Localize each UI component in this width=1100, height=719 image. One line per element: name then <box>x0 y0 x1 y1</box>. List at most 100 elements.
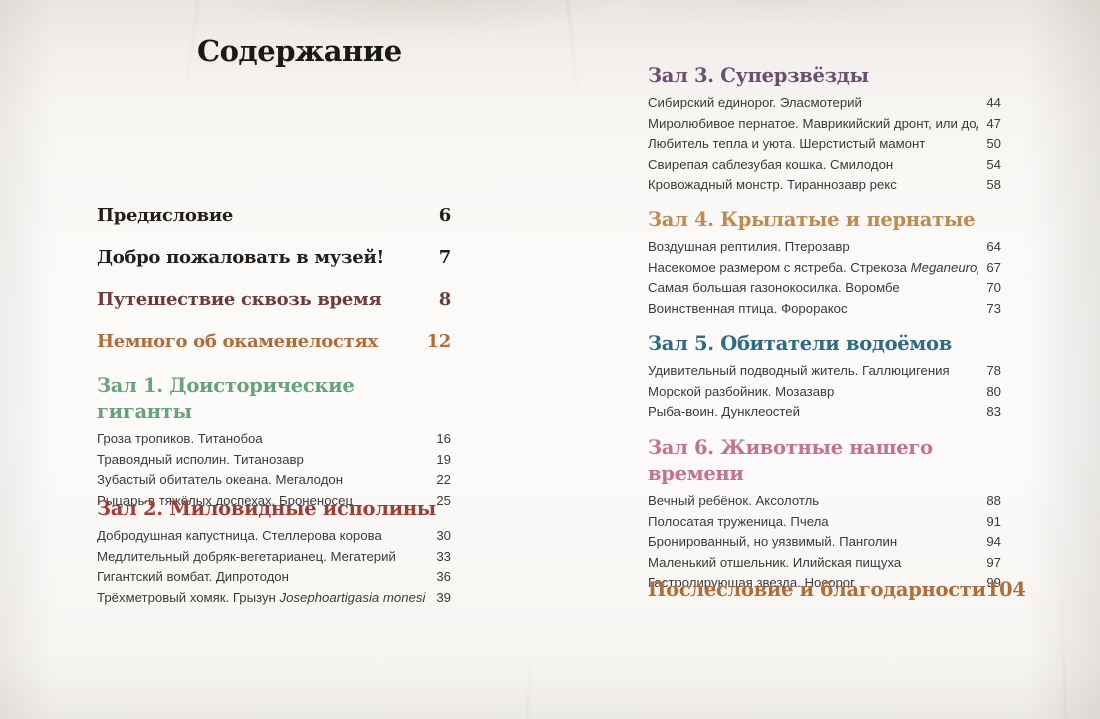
toc-item-page: 30 <box>436 528 451 543</box>
toc-item-page: 25 <box>436 492 451 508</box>
toc-item-page: 94 <box>986 534 1001 550</box>
toc-item-title: Гастролирующая звезда. Носорог <box>648 575 855 591</box>
paper-crease <box>525 634 533 719</box>
toc-item-page: 97 <box>986 554 1001 570</box>
toc-section-hall3: Зал 3. Суперзвёзды Сибирский единорог. Э… <box>648 63 1001 196</box>
toc-item-page: 83 <box>986 404 1001 420</box>
toc-item-page: 88 <box>986 493 1001 508</box>
toc-item-title: Полосатая труженица. Пчела <box>648 513 829 529</box>
toc-item-title: Воинственная птица. Фороракос <box>648 300 848 316</box>
toc-item-page: 78 <box>986 363 1001 378</box>
toc-entry-page: 7 <box>438 247 452 268</box>
toc-item-page: 80 <box>986 383 1001 399</box>
section-heading: Зал 1. Доисторические гиганты <box>97 374 355 423</box>
toc-item-page: 99 <box>986 575 1001 591</box>
toc-item: Бронированный, но уязвимый. Панголин 94 <box>648 532 1001 553</box>
toc-entry-label: Немного об окаменелостях <box>97 331 378 352</box>
toc-entry-page: 6 <box>438 205 452 226</box>
toc-item: Зубастый обитатель океана. Мегалодон 22 <box>97 470 451 491</box>
toc-item: Воздушная рептилия. Птерозавр 64 <box>648 237 1001 258</box>
toc-item-title: Воздушная рептилия. Птерозавр <box>648 239 850 254</box>
toc-item: Гроза тропиков. Титанобоа 16 <box>97 429 451 450</box>
toc-section-hall5: Зал 5. Обитатели водоёмов Удивительный п… <box>648 331 1001 423</box>
toc-item: Полосатая труженица. Пчела 91 <box>648 512 1001 533</box>
toc-item: Гигантский вомбат. Дипротодон 36 <box>97 567 451 588</box>
toc-item-page: 58 <box>986 177 1001 193</box>
toc-item-title: Медлительный добряк-вегетарианец. Мегате… <box>97 548 396 564</box>
toc-entry-label: Добро пожаловать в музей! <box>97 247 385 268</box>
toc-entry-welcome: Добро пожаловать в музей! 7 <box>97 247 451 269</box>
toc-item-title: Гроза тропиков. Титанобоа <box>97 431 263 446</box>
toc-item: Самая большая газонокосилка. Воромбе 70 <box>648 278 1001 299</box>
toc-entry-label: Путешествие сквозь время <box>97 289 382 310</box>
section-items: Гроза тропиков. Титанобоа 16 Травоядный … <box>97 429 451 511</box>
toc-item-page: 64 <box>986 239 1001 254</box>
toc-item-page: 73 <box>986 300 1001 316</box>
latin-species-name: Meganeuropsis <box>910 259 979 275</box>
toc-item-title: Миролюбивое пернатое. Маврикийский дронт… <box>648 115 979 131</box>
toc-item-title: Свирепая саблезубая кошка. Смилодон <box>648 156 894 172</box>
section-heading: Зал 3. Суперзвёзды <box>648 64 869 87</box>
toc-entry-label: Послесловие и благодарности <box>648 578 986 601</box>
toc-entry-label: Предисловие <box>97 205 234 226</box>
toc-item-title: Рыба-воин. Дунклеостей <box>648 404 800 420</box>
toc-item-page: 91 <box>986 513 1001 529</box>
latin-species-name: Josephoartigasia monesi <box>279 589 426 605</box>
toc-item: Любитель тепла и уюта. Шерстистый мамонт… <box>648 134 1001 155</box>
toc-item-page: 22 <box>436 472 451 488</box>
section-items: Вечный ребёнок. Аксолотль 88 Полосатая т… <box>648 491 1001 594</box>
section-heading: Зал 4. Крылатые и пернатые <box>648 208 976 231</box>
toc-item-title: Маленький отшельник. Илийская пищуха <box>648 554 902 570</box>
toc-item-title: Вечный ребёнок. Аксолотль <box>648 493 820 508</box>
toc-item: Кровожадный монстр. Тираннозавр рекс 58 <box>648 175 1001 196</box>
toc-item: Гастролирующая звезда. Носорог 99 <box>648 573 1001 594</box>
section-items: Добродушная капустница. Стеллерова коров… <box>97 526 451 608</box>
toc-item: Добродушная капустница. Стеллерова коров… <box>97 526 451 547</box>
toc-entry-afterword: Послесловие и благодарности 104 <box>648 578 1026 601</box>
section-heading: Зал 2. Миловидные исполины <box>97 497 437 520</box>
section-items: Воздушная рептилия. Птерозавр 64 Насеком… <box>648 237 1001 319</box>
section-items: Сибирский единорог. Эласмотерий 44 Мирол… <box>648 93 1001 196</box>
toc-item: Трёхметровый хомяк. Грызун Josephoartiga… <box>97 588 451 609</box>
toc-item-title: Насекомое размером с ястреба. Стрекоза M… <box>648 258 978 279</box>
toc-item-page: 70 <box>986 280 1001 296</box>
toc-entry-page: 12 <box>426 331 452 352</box>
toc-item: Вечный ребёнок. Аксолотль 88 <box>648 491 1001 512</box>
toc-item-title: Трёхметровый хомяк. Грызун Josephoartiga… <box>97 589 426 605</box>
toc-entry-journey: Путешествие сквозь время 8 <box>97 289 451 311</box>
toc-item-page: 16 <box>436 431 451 446</box>
toc-section-hall4: Зал 4. Крылатые и пернатые Воздушная реп… <box>648 207 1001 319</box>
toc-item: Медлительный добряк-вегетарианец. Мегате… <box>97 547 451 568</box>
toc-item-title: Любитель тепла и уюта. Шерстистый мамонт <box>648 136 926 152</box>
toc-item: Миролюбивое пернатое. Маврикийский дронт… <box>648 114 1001 135</box>
toc-item-page: 44 <box>986 95 1001 110</box>
toc-item-title: Бронированный, но уязвимый. Панголин <box>648 534 898 550</box>
toc-item-title: Сибирский единорог. Эласмотерий <box>648 95 862 110</box>
toc-item: Удивительный подводный житель. Галлюциге… <box>648 361 1001 382</box>
toc-item-page: 67 <box>986 259 1001 275</box>
paper-crease <box>565 0 581 109</box>
toc-entry-page: 104 <box>985 578 1026 601</box>
toc-item: Морской разбойник. Мозазавр 80 <box>648 382 1001 403</box>
toc-item: Травоядный исполин. Титанозавр 19 <box>97 450 451 471</box>
toc-item: Сибирский единорог. Эласмотерий 44 <box>648 93 1001 114</box>
toc-item: Воинственная птица. Фороракос 73 <box>648 299 1001 320</box>
toc-item-page: 33 <box>436 548 451 564</box>
toc-item: Маленький отшельник. Илийская пищуха 97 <box>648 553 1001 574</box>
toc-item-title: Рыцарь в тяжёлых доспехах. Броненосец <box>97 492 354 508</box>
toc-item: Насекомое размером с ястреба. Стрекоза M… <box>648 258 1001 279</box>
section-heading: Зал 5. Обитатели водоёмов <box>648 332 953 355</box>
page-title: Содержание <box>197 34 402 68</box>
toc-entry-preface: Предисловие 6 <box>97 205 451 227</box>
toc-item-page: 47 <box>986 115 1001 131</box>
toc-item: Рыба-воин. Дунклеостей 83 <box>648 402 1001 423</box>
toc-entry-fossils: Немного об окаменелостях 12 <box>97 331 451 353</box>
toc-item-page: 19 <box>436 451 451 467</box>
toc-section-hall1: Зал 1. Доисторические гиганты Гроза троп… <box>97 373 451 511</box>
section-items: Удивительный подводный житель. Галлюциге… <box>648 361 1001 423</box>
toc-entry-page: 8 <box>438 289 452 310</box>
toc-section-hall2: Зал 2. Миловидные исполины Добродушная к… <box>97 496 451 608</box>
toc-item-page: 54 <box>986 156 1001 172</box>
toc-item: Рыцарь в тяжёлых доспехах. Броненосец 25 <box>97 491 451 512</box>
